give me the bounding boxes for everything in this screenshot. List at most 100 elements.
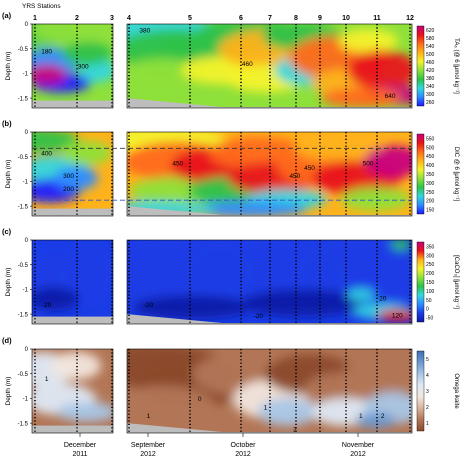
colorbar-tick-label: 50: [426, 298, 432, 304]
colorbar: [416, 241, 425, 323]
contour-label: 180: [41, 48, 52, 55]
station-number-5: 5: [188, 15, 192, 22]
heatmap-cell: [56, 402, 113, 422]
colorbar-tick-label: 1: [426, 421, 429, 427]
contour-label: 1: [147, 413, 151, 420]
y-tick-label: -1.5: [18, 312, 29, 318]
x-tick-year-3: 2012: [350, 451, 366, 458]
station-number-6: 6: [239, 15, 243, 22]
y-axis-label: Depth (m): [5, 52, 12, 81]
y-axis-label: Depth (m): [5, 268, 12, 297]
heatmap-blobs: [32, 132, 112, 203]
colorbar-tick-label: 350: [426, 244, 435, 250]
colorbar-tick-label: 300: [426, 92, 435, 98]
heatmap-cell: [346, 288, 375, 301]
station-number-3: 3: [110, 15, 114, 22]
y-tick-label: -1.5: [18, 96, 29, 102]
colorbar-tick-label: 250: [426, 190, 435, 196]
y-axis-label: Depth (m): [5, 160, 12, 189]
station-number-11: 11: [373, 15, 381, 22]
heatmap-cell: [347, 50, 412, 91]
seafloor: [127, 314, 412, 324]
colorbar-tick-label: 250: [426, 262, 435, 268]
y-tick-label: 0: [25, 22, 29, 28]
panel-frame: [31, 239, 114, 325]
heatmap-cell: [242, 289, 363, 317]
y-tick-label: -1: [23, 72, 29, 78]
heatmap-cell: [61, 141, 112, 165]
colorbar-tick-label: 300: [426, 181, 435, 187]
colorbar-tick-label: 0: [426, 307, 429, 313]
contour-label: 20: [379, 295, 387, 302]
heatmap-cell: [363, 145, 412, 178]
contour-label: 2: [293, 426, 297, 433]
x-tick-year-2: 2012: [235, 451, 251, 458]
contour-label: 450: [172, 161, 183, 168]
colorbar-tick-label: 380: [426, 76, 435, 82]
heatmap-field: [127, 240, 412, 324]
heatmap-field: [32, 349, 113, 433]
colorbar-tick-label: 550: [426, 136, 435, 142]
colorbar: [416, 133, 425, 215]
x-tick-label-2: October: [231, 442, 257, 449]
x-tick-label-0: December: [64, 442, 97, 449]
seafloor: [127, 206, 412, 216]
contour-label: 450: [289, 173, 300, 180]
heatmap-blobs: [127, 349, 412, 429]
heatmap-cell: [32, 24, 109, 43]
colorbar-tick-label: 350: [426, 172, 435, 178]
station-number-1: 1: [33, 15, 37, 22]
seafloor: [32, 100, 113, 108]
heatmap-blobs: [32, 24, 113, 93]
heatmap-cell: [377, 309, 412, 322]
contour-label: 300: [63, 173, 74, 180]
colorbar-tick-label: 540: [426, 44, 435, 50]
heatmap-field: [127, 349, 412, 433]
heatmap-cell: [338, 28, 399, 53]
colorbar-tick-label: 150: [426, 208, 435, 214]
x-tick-label-3: November: [342, 442, 375, 449]
colorbar-label: DIC @ 6 [μmol kg⁻¹]: [453, 147, 459, 202]
contour-label: -20: [144, 302, 154, 309]
colorbar: [416, 350, 425, 432]
panel-letter: (c): [2, 227, 12, 236]
heatmap-cell: [340, 360, 411, 397]
colorbar-tick-label: 300: [426, 253, 435, 259]
panel-frame: [31, 23, 114, 109]
colorbar-tick-label: 100: [426, 289, 435, 295]
colorbar-tick-label: 340: [426, 84, 435, 90]
colorbar: [416, 25, 425, 107]
y-tick-label: -0.5: [18, 47, 29, 53]
y-tick-label: -1: [23, 397, 29, 403]
heatmap-cell: [132, 295, 253, 320]
colorbar-tick-label: 200: [426, 271, 435, 277]
colorbar-tick-label: 5: [426, 357, 429, 363]
colorbar-label: Omega ikaite: [453, 373, 459, 409]
y-tick-label: -0.5: [18, 372, 29, 378]
colorbar-tick-label: 420: [426, 68, 435, 74]
heatmap-cell: [257, 398, 318, 426]
contour-label: 300: [78, 64, 89, 71]
heatmap-blobs: [127, 132, 412, 216]
panel-letter: (a): [2, 11, 12, 20]
contour-label: 640: [385, 93, 396, 100]
station-number-2: 2: [75, 15, 79, 22]
contour-label: 1: [264, 404, 268, 411]
contour-label: 400: [41, 151, 52, 158]
heatmap-field: [32, 240, 113, 324]
colorbar-tick-label: 4: [426, 373, 429, 379]
panel-3: -20 -20 -20 20 120 Depth (m) 0 -0.5 -1 -1.5 (c) 350…: [2, 227, 459, 325]
heatmap-blobs: [32, 243, 113, 312]
heatmap-field: [32, 24, 113, 108]
panel-2: 400 300 200 450 450 450 500 Depth (m) 0 -0.5 -1 -1.…: [2, 119, 459, 217]
contour-label: 1: [45, 376, 49, 383]
heatmap-cell: [391, 240, 412, 251]
contour-label: 1: [359, 413, 363, 420]
x-tick-year-1: 2012: [140, 451, 156, 458]
seafloor: [32, 425, 113, 433]
heatmap-blobs: [32, 351, 113, 422]
y-tick-label: -1: [23, 288, 29, 294]
panel-frame: [31, 348, 114, 434]
